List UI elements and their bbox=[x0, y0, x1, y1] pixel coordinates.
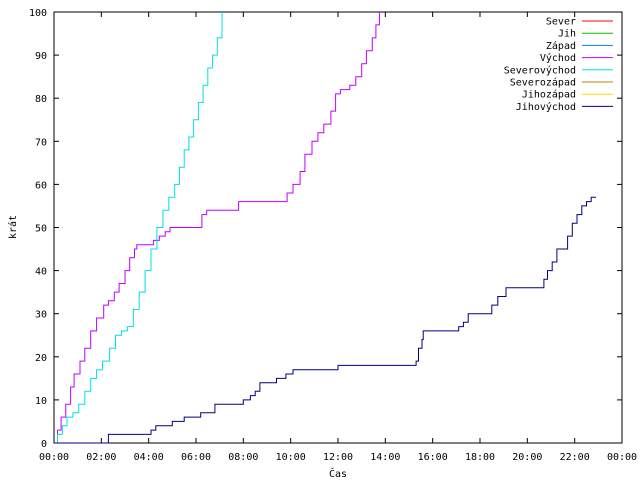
y-tick-label: 70 bbox=[35, 137, 47, 148]
legend-label: Severovýchod bbox=[504, 64, 576, 76]
x-axis: 00:00 02:00 04:00 06:00 08:00 10:00 12:00 14:00… bbox=[39, 12, 637, 463]
x-tick-label: 22:00 bbox=[560, 452, 590, 463]
x-tick-label: 16:00 bbox=[418, 452, 448, 463]
x-axis-label: Čas bbox=[329, 467, 347, 480]
legend: SeverJihZápadVýchodSeverovýchodSeverozáp… bbox=[504, 17, 613, 113]
y-tick-label: 0 bbox=[41, 439, 47, 450]
x-tick-label: 10:00 bbox=[276, 452, 306, 463]
legend-label: Jihozápad bbox=[522, 89, 576, 101]
y-tick-label: 50 bbox=[35, 224, 47, 235]
legend-label: Západ bbox=[546, 40, 576, 52]
y-tick-label: 90 bbox=[35, 51, 47, 62]
x-tick-label: 14:00 bbox=[370, 452, 400, 463]
legend-label: Východ bbox=[540, 52, 576, 64]
y-axis-label: krát bbox=[7, 215, 19, 239]
x-tick-label: 02:00 bbox=[86, 452, 116, 463]
y-tick-label: 80 bbox=[35, 94, 47, 105]
x-tick-label: 00:00 bbox=[39, 452, 69, 463]
y-tick-label: 10 bbox=[35, 396, 47, 407]
y-tick-label: 20 bbox=[35, 353, 47, 364]
series-layer bbox=[54, 12, 596, 444]
y-axis: 0 10 20 30 40 50 60 70 80 90 100 bbox=[29, 8, 622, 450]
legend-label: Sever bbox=[546, 17, 576, 28]
y-tick-label: 100 bbox=[29, 8, 47, 19]
legend-label: Jih bbox=[558, 29, 576, 40]
x-tick-label: 20:00 bbox=[512, 452, 542, 463]
series-line-jihovýchod bbox=[54, 196, 596, 444]
legend-label: Jihovýchod bbox=[516, 101, 576, 113]
x-tick-label: 04:00 bbox=[134, 452, 164, 463]
x-tick-label: 18:00 bbox=[465, 452, 495, 463]
x-tick-label: 00:00 bbox=[607, 452, 637, 463]
y-tick-label: 60 bbox=[35, 180, 47, 191]
y-tick-label: 40 bbox=[35, 267, 47, 278]
x-tick-label: 08:00 bbox=[228, 452, 258, 463]
series-line-východ bbox=[54, 12, 380, 444]
y-tick-label: 30 bbox=[35, 310, 47, 321]
x-tick-label: 12:00 bbox=[323, 452, 353, 463]
x-tick-label: 06:00 bbox=[181, 452, 211, 463]
legend-label: Severozápad bbox=[510, 77, 576, 89]
series-line-severovýchod bbox=[54, 12, 223, 444]
